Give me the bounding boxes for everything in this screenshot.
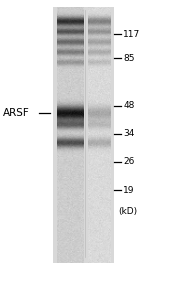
Text: 117: 117	[123, 30, 140, 39]
Text: 85: 85	[123, 54, 135, 63]
Text: (kD): (kD)	[118, 207, 137, 216]
Text: 26: 26	[123, 158, 135, 166]
Text: ARSF: ARSF	[3, 108, 30, 118]
Text: 48: 48	[123, 101, 135, 110]
Text: 34: 34	[123, 129, 135, 138]
Bar	[53, 7, 114, 263]
Text: 19: 19	[123, 186, 135, 195]
